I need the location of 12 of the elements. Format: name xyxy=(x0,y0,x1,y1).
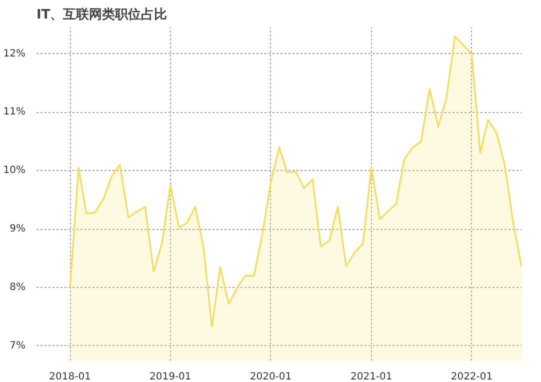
y-tick-label: 7% xyxy=(10,340,26,352)
y-tick-label: 9% xyxy=(10,224,26,235)
x-tick-label: 2018-01 xyxy=(49,372,91,382)
x-tick-label: 2021-01 xyxy=(350,372,392,382)
y-tick-label: 12% xyxy=(3,48,26,60)
x-tick-label: 2019-01 xyxy=(150,372,192,382)
x-tick-label: 2020-01 xyxy=(250,372,292,382)
chart-title: IT、互联网类职位占比 xyxy=(36,8,168,22)
x-tick-label: 2022-01 xyxy=(450,372,493,382)
y-tick-label: 11% xyxy=(3,106,26,118)
y-tick-label: 8% xyxy=(10,282,26,293)
y-tick-label: 10% xyxy=(3,165,26,176)
